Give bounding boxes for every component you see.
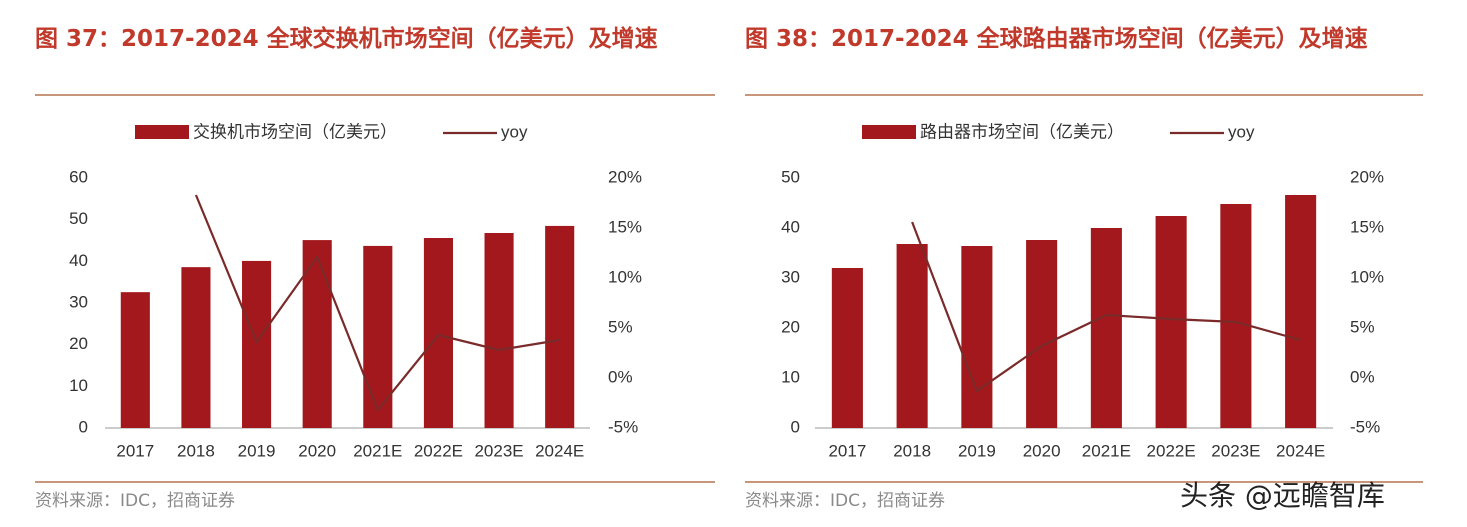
y-tick-label: 60 (69, 167, 88, 186)
title-rule (745, 94, 1423, 96)
legend-swatch (135, 125, 189, 139)
bar (545, 225, 575, 428)
x-tick-label: 2022E (1147, 441, 1196, 460)
chart-title: 图 37：2017-2024 全球交换机市场空间（亿美元）及增速 (35, 26, 658, 52)
watermark: 头条 @远瞻智库 (1180, 479, 1385, 512)
y2-tick-label: 5% (608, 317, 633, 336)
bar (423, 238, 453, 428)
y2-tick-label: -5% (1350, 417, 1380, 436)
bar (363, 245, 393, 428)
y2-tick-label: 0% (1350, 367, 1375, 386)
source: 资料来源：IDC，招商证券 (745, 491, 945, 511)
source-rule (35, 481, 715, 483)
y2-tick-label: -5% (608, 417, 638, 436)
bar (961, 246, 993, 428)
bar (1026, 240, 1058, 428)
source: 资料来源：IDC，招商证券 (35, 491, 235, 511)
x-tick-label: 2019 (238, 441, 276, 460)
bar (1220, 204, 1252, 428)
legend-label: yoy (501, 122, 528, 141)
x-tick-label: 2021E (1082, 441, 1131, 460)
y-tick-label: 20 (69, 334, 88, 353)
line (194, 194, 560, 413)
bar (1090, 228, 1122, 428)
x-tick-label: 2021E (353, 441, 402, 460)
y2-tick-label: 5% (1350, 317, 1375, 336)
y2-tick-label: 15% (608, 217, 642, 236)
y2-tick-label: 20% (608, 167, 642, 186)
title-rule (35, 94, 715, 96)
y-tick-label: 10 (781, 367, 800, 386)
bar (242, 260, 272, 428)
y-tick-label: 30 (781, 267, 800, 286)
x-tick-label: 2022E (414, 441, 463, 460)
y-tick-label: 50 (69, 209, 88, 228)
y-tick-label: 40 (69, 251, 88, 270)
bar (181, 267, 211, 428)
y-tick-label: 0 (791, 417, 800, 436)
bar (1285, 195, 1317, 428)
bar (484, 233, 514, 428)
x-tick-label: 2017 (116, 441, 154, 460)
x-tick-label: 2019 (958, 441, 996, 460)
bar (120, 292, 150, 428)
bar (1155, 216, 1187, 428)
legend-label: 交换机市场空间（亿美元） (193, 122, 397, 141)
x-tick-label: 2024E (535, 441, 584, 460)
x-tick-label: 2020 (298, 441, 336, 460)
y2-tick-label: 20% (1350, 167, 1384, 186)
line (911, 221, 1301, 393)
x-tick-label: 2023E (1211, 441, 1260, 460)
legend-label: 路由器市场空间（亿美元） (920, 122, 1124, 141)
bar (831, 268, 863, 428)
y-tick-label: 30 (69, 292, 88, 311)
x-tick-label: 2024E (1276, 441, 1325, 460)
x-tick-label: 2018 (893, 441, 931, 460)
x-tick-label: 2018 (177, 441, 215, 460)
y-tick-label: 10 (69, 376, 88, 395)
chart-title: 图 38：2017-2024 全球路由器市场空间（亿美元）及增速 (745, 26, 1368, 52)
source-rule (745, 481, 1423, 483)
legend-swatch (862, 125, 916, 139)
bar (896, 244, 928, 428)
y-tick-label: 20 (781, 317, 800, 336)
x-tick-label: 2020 (1023, 441, 1061, 460)
x-tick-label: 2017 (828, 441, 866, 460)
y2-tick-label: 0% (608, 367, 633, 386)
bar (302, 240, 332, 428)
x-tick-label: 2023E (474, 441, 523, 460)
y-tick-label: 50 (781, 167, 800, 186)
y-tick-label: 0 (79, 417, 88, 436)
y2-tick-label: 10% (1350, 267, 1384, 286)
legend-label: yoy (1228, 122, 1255, 141)
y-tick-label: 40 (781, 217, 800, 236)
y2-tick-label: 10% (608, 267, 642, 286)
y2-tick-label: 15% (1350, 217, 1384, 236)
